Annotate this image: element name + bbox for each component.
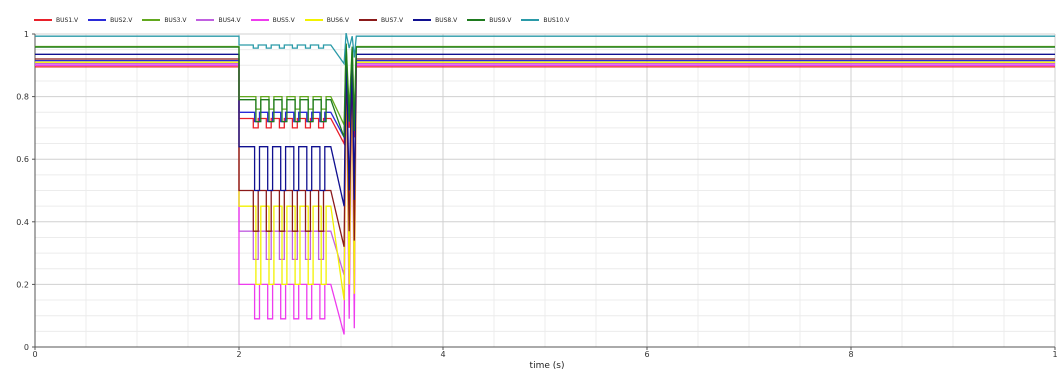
legend-label: BUS3.V xyxy=(164,16,187,24)
legend-swatch xyxy=(196,19,215,21)
legend-swatch xyxy=(142,19,161,21)
legend-item: BUS2.V xyxy=(88,17,132,24)
series-line xyxy=(35,51,1055,207)
axes xyxy=(32,33,1056,350)
legend-swatch xyxy=(358,19,377,21)
legend-item: BUS10.V xyxy=(521,17,569,24)
y-tick-label: 1 xyxy=(24,30,29,39)
legend-swatch xyxy=(304,19,323,21)
y-tick-label: 0 xyxy=(24,343,29,352)
series-line xyxy=(35,43,1055,138)
series-line xyxy=(35,55,1055,247)
x-tick-label: 0 xyxy=(32,350,37,359)
legend-label: BUS10.V xyxy=(543,16,570,24)
legend-item: BUS4.V xyxy=(196,16,241,24)
legend-label: BUS9.V xyxy=(489,16,512,24)
legend-label: BUS8.V xyxy=(435,16,458,24)
legend-swatch xyxy=(34,19,52,21)
legend-item: BUS7.V xyxy=(358,16,404,24)
legend-swatch xyxy=(88,19,107,21)
legend-label: BUS1.V xyxy=(56,16,79,24)
legend-swatch xyxy=(413,19,432,21)
y-tick-label: 0.4 xyxy=(16,218,29,227)
legend-item: BUS3.V xyxy=(142,17,186,24)
x-tick-label: 8 xyxy=(848,350,853,359)
legend-label: BUS4.V xyxy=(218,16,241,24)
x-axis-label: time (s) xyxy=(530,361,565,371)
legend-swatch xyxy=(521,19,540,21)
x-tick-label: 4 xyxy=(440,350,445,359)
series-line xyxy=(35,58,1055,301)
legend-item: BUS9.V xyxy=(467,17,511,24)
y-tick-label: 0.6 xyxy=(16,155,29,164)
grid-minor xyxy=(35,34,1055,347)
series-line xyxy=(35,32,1055,66)
y-tick-label: 0.2 xyxy=(16,280,29,289)
legend-label: BUS6.V xyxy=(326,16,349,24)
legend-swatch xyxy=(467,19,486,21)
chart-legend: BUS1.V BUS2.V BUS3.V BUS4.V BUS5.V BUS6.V BUS7… xyxy=(34,13,579,27)
legend-item: BUS1.V xyxy=(34,17,78,24)
series-layer xyxy=(35,32,1055,335)
legend-item: BUS8.V xyxy=(413,17,457,24)
tick-labels: 0 2 4 6 8 100.20.40.60.81 xyxy=(16,30,1057,359)
x-tick-label: 1 xyxy=(1052,350,1057,359)
legend-swatch xyxy=(250,19,269,21)
legend-label: BUS5.V xyxy=(272,16,295,24)
legend-label: BUS7.V xyxy=(380,16,404,24)
legend-item: BUS6.V xyxy=(304,16,349,24)
x-tick-label: 2 xyxy=(236,350,241,359)
legend-item: BUS5.V xyxy=(250,16,295,24)
x-tick-label: 6 xyxy=(644,350,649,359)
legend-label: BUS2.V xyxy=(110,16,133,24)
y-tick-label: 0.8 xyxy=(16,93,29,102)
